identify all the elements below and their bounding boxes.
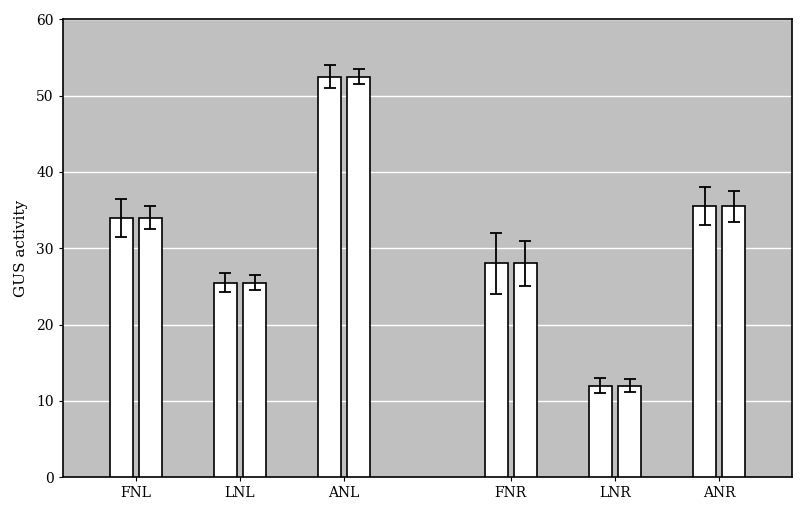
Bar	[618, 386, 641, 477]
Bar	[722, 206, 746, 477]
Y-axis label: GUS activity: GUS activity	[14, 199, 28, 297]
Bar	[243, 283, 266, 477]
Bar	[139, 218, 162, 477]
Bar	[318, 77, 341, 477]
Bar	[589, 386, 612, 477]
Bar	[693, 206, 716, 477]
Bar	[514, 264, 537, 477]
Bar	[110, 218, 133, 477]
Bar	[214, 283, 237, 477]
Bar	[347, 77, 370, 477]
Bar	[484, 264, 508, 477]
